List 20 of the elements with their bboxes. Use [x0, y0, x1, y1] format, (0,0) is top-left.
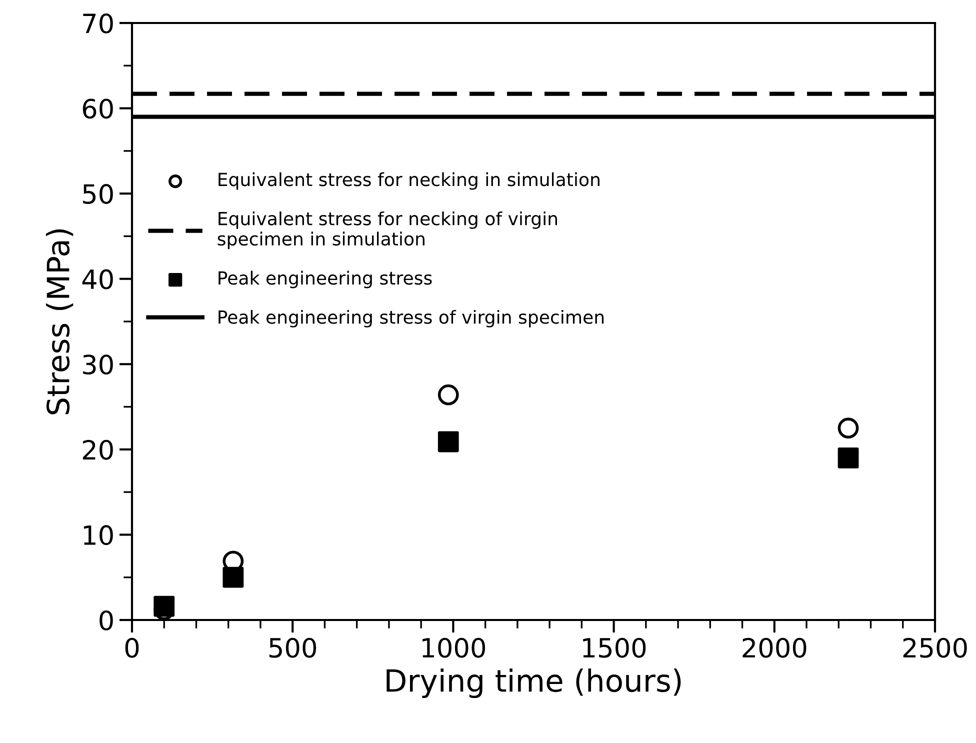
y-tick-label: 0 [100, 610, 113, 630]
y-axis-title: Stress (MPa) [46, 229, 74, 414]
y-tick-label: 10 [84, 525, 113, 546]
x-tick-label: 1000 [422, 638, 486, 658]
legend-label: Peak engineering stress of virgin specimen [218, 310, 604, 328]
legend-label: Equivalent stress for necking in simulation [218, 172, 600, 190]
x-tick-label: 2500 [903, 638, 967, 658]
x-axis-title: Drying time (hours) [386, 668, 681, 698]
legend-label: Peak engineering stress [218, 270, 432, 288]
x-tick-label: 2000 [742, 638, 806, 658]
x-tick-label: 1500 [583, 638, 646, 658]
y-tick-label: 40 [82, 269, 113, 290]
x-tick-label: 0 [125, 638, 139, 658]
y-tick-label: 60 [82, 98, 113, 119]
y-tick-label: 70 [83, 13, 113, 34]
y-tick-label: 30 [83, 354, 113, 375]
legend-label: Equivalent stress for necking of virgin specimen in simulation [218, 211, 557, 250]
y-tick-label: 20 [82, 440, 113, 460]
y-tick-label: 50 [83, 184, 113, 204]
x-tick-label: 500 [269, 638, 316, 658]
